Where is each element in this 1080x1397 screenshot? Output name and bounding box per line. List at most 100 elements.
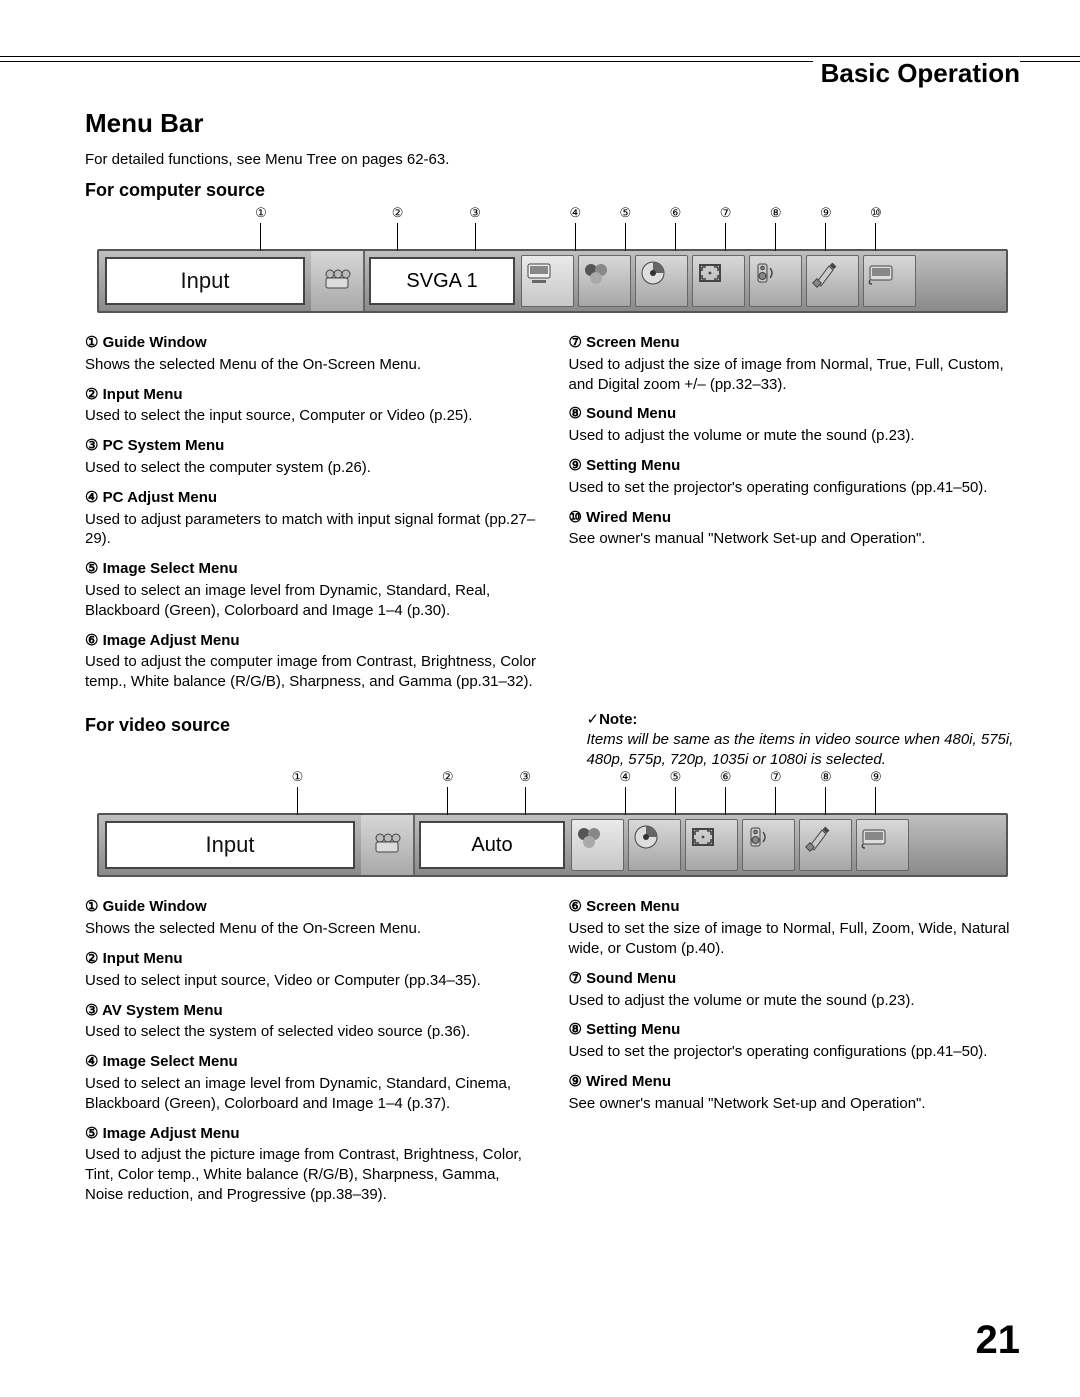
menu-item-title: ⑥ Image Adjust Menu: [85, 631, 537, 651]
callout-marker: ②: [438, 769, 458, 815]
intro-text: For detailed functions, see Menu Tree on…: [85, 151, 1020, 168]
menu-item-description: ④ Image Select MenuUsed to select an ima…: [85, 1052, 537, 1113]
menu-item-title: ⑨ Wired Menu: [569, 1072, 1021, 1092]
page-number: 21: [976, 1318, 1021, 1363]
menu-item-body: Used to set the projector's operating co…: [569, 1042, 1021, 1062]
callout-marker: ⑤: [615, 205, 635, 251]
menu-item-body: Used to select an image level from Dynam…: [85, 581, 537, 621]
callout-marker: ⑨: [816, 205, 836, 251]
menu-item-body: Used to set the size of image to Normal,…: [569, 919, 1021, 959]
manual-page: Basic Operation Menu Bar For detailed fu…: [0, 0, 1080, 1397]
computer-descriptions: ① Guide WindowShows the selected Menu of…: [85, 333, 1020, 702]
menu-item-description: ③ PC System MenuUsed to select the compu…: [85, 436, 537, 478]
callout-marker: ⑧: [816, 769, 836, 815]
system-text: SVGA 1: [369, 257, 515, 305]
menu-item-title: ④ PC Adjust Menu: [85, 488, 537, 508]
menu-item-body: Shows the selected Menu of the On-Screen…: [85, 919, 537, 939]
menu-item-title: ① Guide Window: [85, 897, 537, 917]
menu-item-title: ② Input Menu: [85, 385, 537, 405]
callout-marker: ①: [251, 205, 271, 251]
menu-item-body: Used to select the computer system (p.26…: [85, 458, 537, 478]
menu-item-body: Used to adjust the volume or mute the so…: [569, 991, 1021, 1011]
callout-marker: ⑧: [766, 205, 786, 251]
setting-icon: [806, 255, 859, 307]
callout-marker: ⑩: [866, 205, 886, 251]
checkmark-icon: ✓: [587, 711, 600, 728]
menu-item-title: ⑥ Screen Menu: [569, 897, 1021, 917]
menu-item-title: ③ PC System Menu: [85, 436, 537, 456]
callout-marker: ②: [388, 205, 408, 251]
menu-item-title: ⑦ Screen Menu: [569, 333, 1021, 353]
menu-item-description: ③ AV System MenuUsed to select the syste…: [85, 1001, 537, 1043]
video-menubar: Input Auto: [97, 813, 1008, 877]
menu-item-title: ⑩ Wired Menu: [569, 508, 1021, 528]
menu-item-body: Used to adjust the computer image from C…: [85, 652, 537, 692]
menu-item-description: ⑤ Image Adjust MenuUsed to adjust the pi…: [85, 1124, 537, 1205]
callout-marker: ③: [515, 769, 535, 815]
menu-item-body: Used to set the projector's operating co…: [569, 478, 1021, 498]
menu-item-body: Used to adjust parameters to match with …: [85, 510, 537, 550]
menu-item-title: ④ Image Select Menu: [85, 1052, 537, 1072]
callout-marker: ⑨: [866, 769, 886, 815]
section-header: Basic Operation: [813, 58, 1020, 89]
callout-marker: ⑦: [716, 205, 736, 251]
menu-item-description: ⑩ Wired MenuSee owner's manual "Network …: [569, 508, 1021, 550]
menu-item-title: ⑧ Setting Menu: [569, 1020, 1021, 1040]
menu-item-body: See owner's manual "Network Set-up and O…: [569, 529, 1021, 549]
menu-item-title: ⑧ Sound Menu: [569, 404, 1021, 424]
sound-icon: [742, 819, 795, 871]
menu-item-body: Used to adjust the volume or mute the so…: [569, 426, 1021, 446]
callout-marker: ④: [565, 205, 585, 251]
callout-marker: ⑤: [665, 769, 685, 815]
menu-item-title: ⑦ Sound Menu: [569, 969, 1021, 989]
menu-item-description: ⑨ Wired MenuSee owner's manual "Network …: [569, 1072, 1021, 1114]
video-heading-row: For video source ✓Note: Items will be sa…: [85, 706, 1020, 769]
computer-menubar: Input SVGA 1: [97, 249, 1008, 313]
callout-marker: ⑥: [716, 769, 736, 815]
menu-item-body: Used to adjust the picture image from Co…: [85, 1145, 537, 1204]
menu-item-description: ⑦ Screen MenuUsed to adjust the size of …: [569, 333, 1021, 394]
system-icon: [361, 815, 415, 875]
menu-item-description: ⑧ Setting MenuUsed to set the projector'…: [569, 1020, 1021, 1062]
menu-item-body: Used to select the system of selected vi…: [85, 1022, 537, 1042]
image-adjust-icon: [628, 819, 681, 871]
pc-adjust-icon: [521, 255, 574, 307]
wired-icon: [856, 819, 909, 871]
wired-icon: [863, 255, 916, 307]
menu-item-description: ⑦ Sound MenuUsed to adjust the volume or…: [569, 969, 1021, 1011]
note-block: ✓Note: Items will be same as the items i…: [587, 710, 1021, 769]
screen-icon: [685, 819, 738, 871]
video-callout-row: ①②③④⑤⑥⑦⑧⑨: [97, 769, 1008, 813]
menu-item-body: Used to select input source, Video or Co…: [85, 971, 537, 991]
setting-icon: [799, 819, 852, 871]
menu-item-body: Used to select an image level from Dynam…: [85, 1074, 537, 1114]
page-title: Menu Bar: [85, 108, 1020, 139]
menu-item-title: ① Guide Window: [85, 333, 537, 353]
sound-icon: [749, 255, 802, 307]
image-select-icon: [571, 819, 624, 871]
note-title: Note:: [599, 711, 637, 728]
menu-item-title: ③ AV System Menu: [85, 1001, 537, 1021]
callout-marker: ⑦: [766, 769, 786, 815]
image-select-icon: [578, 255, 631, 307]
menu-item-description: ⑥ Screen MenuUsed to set the size of ima…: [569, 897, 1021, 958]
menu-item-description: ① Guide WindowShows the selected Menu of…: [85, 333, 537, 375]
callout-marker: ⑥: [665, 205, 685, 251]
menu-item-description: ⑥ Image Adjust MenuUsed to adjust the co…: [85, 631, 537, 692]
computer-callout-row: ① ② ③ ④⑤⑥⑦⑧⑨⑩: [97, 205, 1008, 249]
menu-item-body: Used to select the input source, Compute…: [85, 406, 537, 426]
video-source-heading: For video source: [85, 714, 537, 738]
video-descriptions: ① Guide WindowShows the selected Menu of…: [85, 897, 1020, 1214]
menu-item-title: ② Input Menu: [85, 949, 537, 969]
menu-item-title: ⑤ Image Select Menu: [85, 559, 537, 579]
menu-item-title: ⑨ Setting Menu: [569, 456, 1021, 476]
menu-item-description: ② Input MenuUsed to select input source,…: [85, 949, 537, 991]
menu-item-title: ⑤ Image Adjust Menu: [85, 1124, 537, 1144]
menu-item-description: ② Input MenuUsed to select the input sou…: [85, 385, 537, 427]
menu-item-body: Shows the selected Menu of the On-Screen…: [85, 355, 537, 375]
callout-marker: ③: [465, 205, 485, 251]
guide-window: Input: [105, 821, 355, 869]
callout-marker: ①: [287, 769, 307, 815]
menu-item-description: ⑤ Image Select MenuUsed to select an ima…: [85, 559, 537, 620]
screen-icon: [692, 255, 745, 307]
